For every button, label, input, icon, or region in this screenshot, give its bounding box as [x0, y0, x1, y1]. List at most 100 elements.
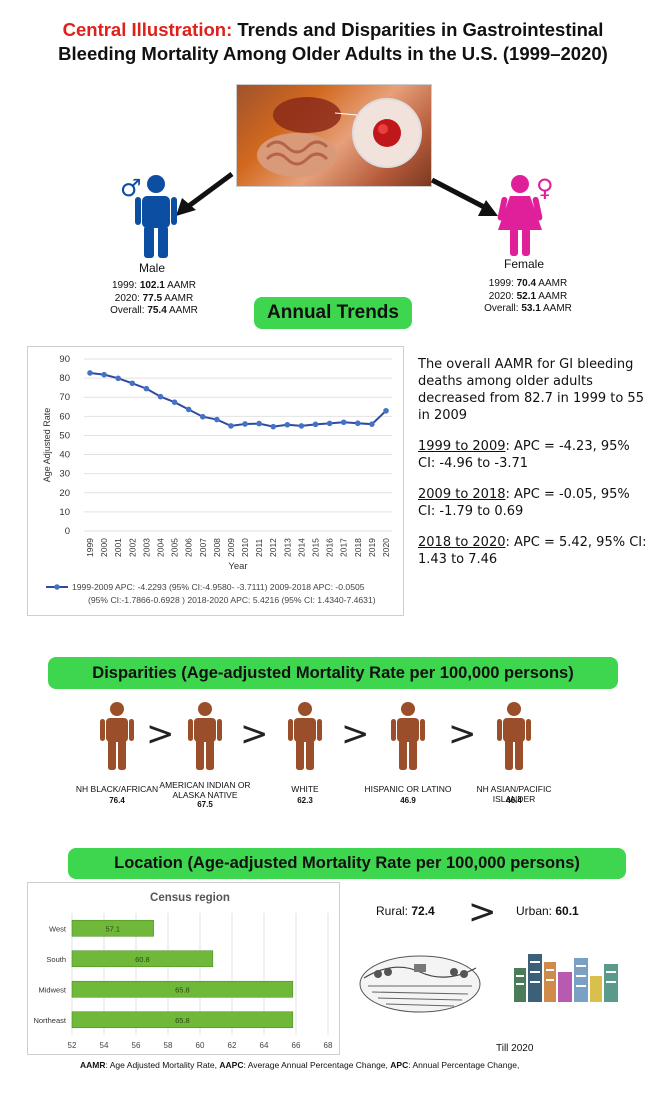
x-tick-label: 2003: [141, 538, 151, 557]
x-tick-label: 2019: [367, 538, 377, 557]
census-region-chart: Census region 52 54 56 58 60 62 64 66 68 West 57.1 S…: [27, 882, 340, 1055]
data-point: [199, 413, 206, 420]
trend-segment-3: 2018 to 2020: APC = 5.42, 95% CI: 1.43 t…: [418, 535, 647, 567]
bar-chart-title: Census region: [150, 892, 230, 904]
bar-value-label: 65.8: [175, 1016, 190, 1025]
x-tick-label: 1999: [85, 538, 95, 557]
greater-than-symbol: >: [240, 714, 269, 754]
legend-text-line1: 1999-2009 APC: -4.2293 (95% CI:-4.9580- …: [72, 582, 365, 592]
race-value: 67.5: [197, 800, 213, 809]
race-figure-icon: [188, 702, 222, 770]
x-tick-label: 2020: [381, 538, 391, 557]
x-tick-label: 2006: [184, 538, 194, 557]
data-point: [228, 423, 234, 429]
gi-tract-illustration: [236, 84, 432, 187]
data-point: [340, 419, 347, 426]
y-tick-label: 40: [59, 450, 70, 461]
bar-value-label: 60.8: [135, 955, 150, 964]
race-value: 46.9: [400, 796, 416, 805]
y-tick-label: 20: [59, 488, 70, 499]
race-value: 46.4: [506, 796, 522, 805]
y-tick-label: 10: [59, 507, 70, 518]
race-label: WHITE: [291, 784, 319, 794]
x-tick-label: 66: [292, 1041, 301, 1050]
male-figure-icon: ♂: [120, 174, 177, 258]
x-tick-label: 2001: [113, 538, 123, 557]
x-tick-label: 62: [228, 1041, 237, 1050]
data-point: [101, 371, 107, 378]
data-point: [143, 385, 150, 392]
data-point: [129, 380, 136, 387]
x-tick-label: 2005: [170, 538, 180, 557]
data-point: [298, 423, 305, 429]
title-line1: Trends and Disparities in Gastrointestin…: [237, 19, 604, 40]
annual-trend-chart: 0 10 20 30 40 50 60 70 80 90 Age Adjusted Rate 1999…: [27, 346, 404, 616]
y-tick-label: 30: [59, 469, 70, 480]
race-figure-icon: [288, 702, 322, 770]
category-label: South: [46, 955, 66, 964]
y-tick-label: 0: [65, 526, 70, 537]
till-2020-note: Till 2020: [496, 1043, 534, 1054]
rural-urban-gt-symbol: >: [468, 892, 497, 932]
urban-skyline-icon: [514, 954, 618, 1002]
data-point: [115, 375, 121, 382]
location-heading: Location (Age-adjusted Mortality Rate pe…: [68, 848, 626, 879]
line-chart-svg: 0 10 20 30 40 50 60 70 80 90 Age Adjusted Rate 1999…: [42, 354, 392, 605]
data-point: [383, 407, 389, 414]
y-axis-label: Age Adjusted Rate: [42, 408, 52, 483]
bar: [71, 950, 214, 968]
male-label: Male: [138, 261, 165, 275]
x-tick-label: 2018: [353, 538, 363, 557]
race-label: NH ASIAN/PACIFIC ISLANDER: [476, 784, 552, 804]
rural-stat: Rural: 72.4: [376, 904, 435, 918]
data-point: [326, 420, 333, 427]
male-stats: 1999: 102.1 AAMR 2020: 77.5 AAMR Overall…: [110, 280, 198, 316]
data-point: [256, 420, 262, 427]
race-disparities-row: NH BLACK/AFRICAN 76.4 AMERICAN INDIAN OR A…: [0, 700, 666, 810]
x-tick-label: 2015: [311, 538, 321, 557]
female-label: Female: [503, 257, 544, 271]
race-figure-icon: [391, 702, 425, 770]
x-tick-label: 56: [132, 1041, 141, 1050]
x-tick-label: 2000: [99, 538, 109, 557]
greater-than-symbol: >: [341, 714, 370, 754]
category-label: Midwest: [38, 985, 66, 994]
race-figure-icon: [100, 702, 134, 770]
race-value: 76.4: [109, 796, 125, 805]
data-point: [284, 421, 291, 428]
data-point: [171, 399, 178, 405]
bar-chart-svg: Census region 52 54 56 58 60 62 64 66 68 West 57.1 S…: [33, 892, 333, 1050]
data-point: [369, 421, 375, 427]
category-label: Northeast: [33, 1016, 66, 1025]
female-figure-icon: ♀: [497, 174, 554, 256]
x-tick-label: 60: [196, 1041, 205, 1050]
trend-segment-2: 2009 to 2018: APC = -0.05, 95% CI: -1.79…: [418, 487, 630, 519]
y-tick-label: 50: [59, 430, 70, 441]
x-tick-label: 2010: [240, 538, 250, 557]
race-value: 62.3: [297, 796, 313, 805]
x-tick-label: 58: [164, 1041, 173, 1050]
y-tick-label: 90: [59, 354, 70, 365]
y-tick-label: 80: [59, 373, 70, 384]
title-line2: Bleeding Mortality Among Older Adults in…: [58, 43, 608, 64]
page-title: Central Illustration: Trends and Dispari…: [0, 18, 666, 66]
arrow-to-male-icon: [176, 171, 234, 216]
x-tick-label: 2009: [226, 538, 236, 557]
data-point: [185, 406, 192, 413]
x-axis-label: Year: [228, 561, 247, 572]
bar-value-label: 57.1: [105, 924, 120, 933]
bar: [71, 1011, 294, 1029]
race-label: AMERICAN INDIAN OR ALASKA NATIVE: [159, 780, 251, 800]
x-tick-label: 2008: [212, 538, 222, 557]
female-stats: 1999: 70.4 AAMR 2020: 52.1 AAMR Overall:…: [484, 278, 572, 314]
race-label: NH BLACK/AFRICAN: [75, 784, 159, 794]
x-tick-label: 68: [324, 1041, 333, 1050]
bar-value-label: 65.8: [175, 985, 190, 994]
legend-text-line2: (95% CI:-1.7866-0.6928 ) 2018-2020 APC: …: [88, 595, 376, 605]
race-figure-icon: [497, 702, 531, 770]
annual-trends-heading: Annual Trends: [254, 297, 412, 329]
x-tick-label: 2007: [198, 538, 208, 557]
greater-than-symbol: >: [146, 714, 175, 754]
x-tick-label: 2013: [282, 538, 292, 557]
data-point: [242, 421, 248, 427]
